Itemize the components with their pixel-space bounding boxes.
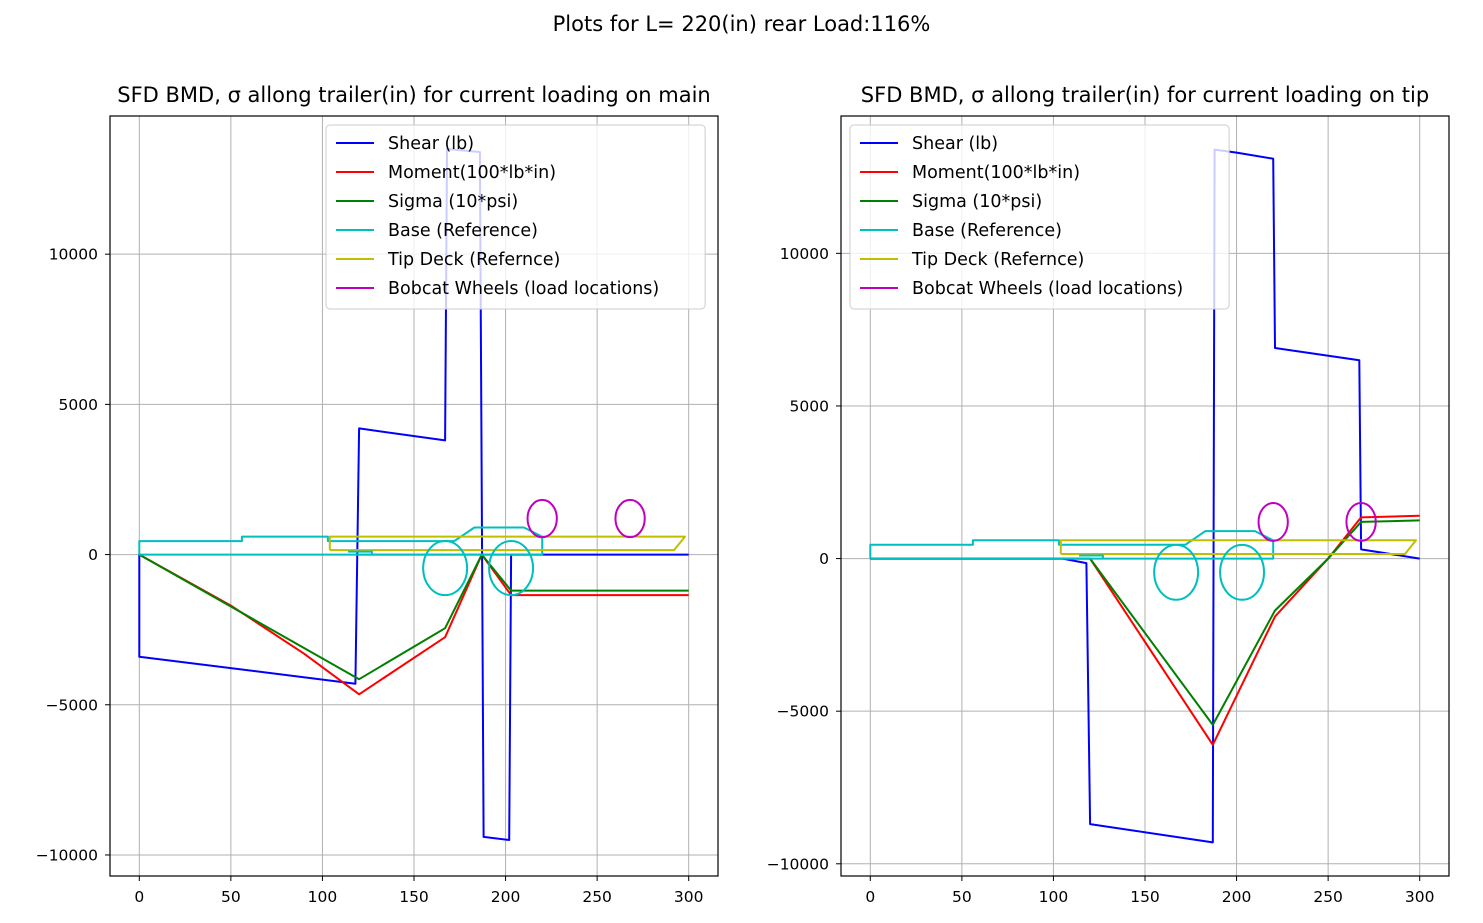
x-tick-label: 150 bbox=[1130, 888, 1160, 906]
x-tick-label: 300 bbox=[674, 888, 704, 906]
legend-label: Sigma (10*psi) bbox=[388, 192, 518, 212]
y-tick-label: 10000 bbox=[780, 245, 829, 263]
legend-box bbox=[325, 124, 706, 310]
chart-title: SFD BMD, σ allong trailer(in) for curren… bbox=[117, 83, 710, 107]
x-tick-label: 100 bbox=[1039, 888, 1069, 906]
chart-2: 0 50 100 150 200 250 300 −10000 −5000 0 5000 10000 S… bbox=[767, 83, 1450, 906]
wheel-marker bbox=[1345, 502, 1377, 542]
y-tick-label: 5000 bbox=[790, 397, 829, 415]
x-tick-label: 200 bbox=[491, 888, 521, 906]
y-tick-label: −5000 bbox=[46, 696, 98, 714]
reference-wheel-marker bbox=[488, 540, 535, 597]
series-line-base-reference bbox=[138, 526, 544, 556]
x-tick-label: 300 bbox=[1405, 888, 1435, 906]
y-tick-label: −10000 bbox=[767, 855, 829, 873]
legend-label: Base (Reference) bbox=[912, 221, 1062, 241]
legend-label: Moment(100*lb*in) bbox=[388, 163, 556, 183]
wheel-marker bbox=[1257, 502, 1289, 542]
axes-frame bbox=[109, 115, 719, 877]
legend-label: Shear (lb) bbox=[388, 134, 474, 154]
legend-box bbox=[849, 124, 1230, 310]
legend-label: Sigma (10*psi) bbox=[912, 192, 1042, 212]
reference-wheel-marker bbox=[1153, 543, 1200, 601]
legend-label: Moment(100*lb*in) bbox=[912, 163, 1080, 183]
series-line-tip-deck-refernce bbox=[1059, 539, 1417, 555]
figure-title: Plots for L= 220(in) rear Load:116% bbox=[552, 12, 931, 36]
reference-wheel-marker bbox=[1219, 543, 1266, 601]
legend-label: Tip Deck (Refernce) bbox=[387, 250, 560, 270]
legend-label: Shear (lb) bbox=[912, 134, 998, 154]
x-tick-label: 250 bbox=[1313, 888, 1343, 906]
chart-1: 0 50 100 150 200 250 300 −10000 −5000 0 5000 10000 S… bbox=[36, 83, 719, 906]
y-tick-label: 5000 bbox=[59, 396, 98, 414]
series-line-tip-deck-refernce bbox=[328, 535, 686, 552]
axes-frame bbox=[840, 115, 1450, 877]
y-tick-label: 0 bbox=[819, 550, 829, 568]
series-segment-base-reference bbox=[1079, 554, 1104, 559]
y-tick-label: 0 bbox=[88, 546, 98, 564]
x-tick-label: 50 bbox=[221, 888, 241, 906]
x-tick-label: 150 bbox=[399, 888, 429, 906]
reference-wheel-marker bbox=[422, 540, 469, 597]
y-tick-label: −5000 bbox=[777, 703, 829, 721]
x-tick-label: 250 bbox=[582, 888, 612, 906]
wheel-marker bbox=[614, 498, 646, 539]
y-tick-label: −10000 bbox=[36, 846, 98, 864]
series-line-sigma-10-psi bbox=[138, 553, 689, 681]
wheel-marker bbox=[526, 498, 558, 539]
legend-label: Tip Deck (Refernce) bbox=[911, 250, 1084, 270]
legend-label: Bobcat Wheels (load locations) bbox=[912, 279, 1183, 299]
series-line-base-reference bbox=[869, 530, 1275, 560]
legend: Shear (lb) Moment(100*lb*in) Sigma (10*psi… bbox=[849, 124, 1230, 310]
x-tick-label: 50 bbox=[952, 888, 972, 906]
plot-area bbox=[869, 148, 1420, 844]
x-tick-label: 0 bbox=[865, 888, 875, 906]
x-tick-label: 0 bbox=[134, 888, 144, 906]
legend-label: Bobcat Wheels (load locations) bbox=[388, 279, 659, 299]
y-tick-label: 10000 bbox=[49, 246, 98, 264]
x-tick-label: 100 bbox=[308, 888, 338, 906]
chart-title: SFD BMD, σ allong trailer(in) for curren… bbox=[861, 83, 1429, 107]
legend: Shear (lb) Moment(100*lb*in) Sigma (10*psi… bbox=[325, 124, 706, 310]
legend-label: Base (Reference) bbox=[388, 221, 538, 241]
x-tick-label: 200 bbox=[1222, 888, 1252, 906]
